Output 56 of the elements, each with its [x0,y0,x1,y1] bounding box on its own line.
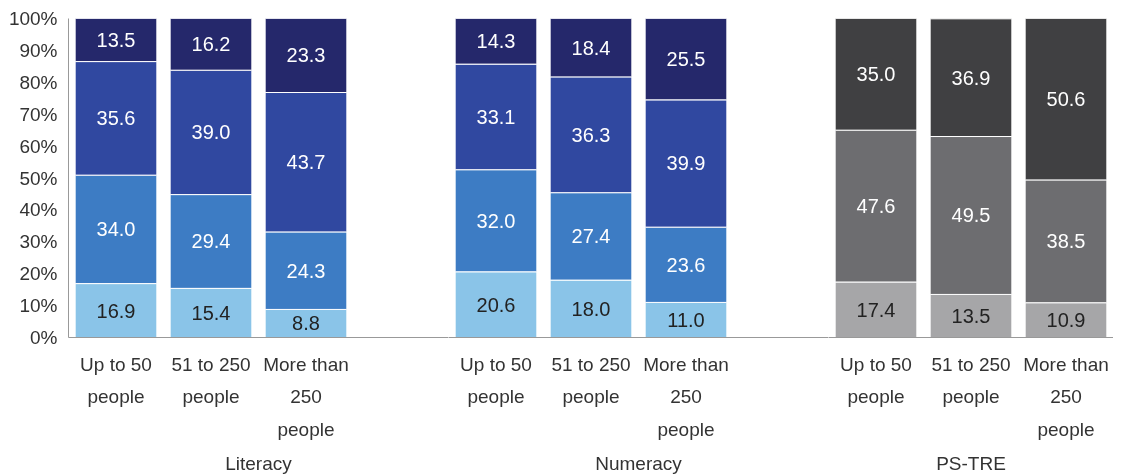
data-label: 35.6 [96,107,136,130]
y-tick-label: 60% [19,135,58,157]
data-label: 25.5 [666,48,706,71]
x-tick-label: Up to 50 people [840,353,912,408]
data-label: 18.4 [571,36,611,59]
data-label: 49.5 [951,204,991,227]
data-label: 17.4 [856,298,896,321]
y-tick-label: 50% [19,167,58,189]
data-label: 24.3 [286,259,326,282]
data-label: 20.6 [476,293,516,316]
data-label: 34.0 [96,218,136,241]
data-label: 43.7 [286,151,326,174]
y-tick-label: 30% [19,231,58,253]
y-tick-label: 40% [19,199,58,221]
data-label: 18.0 [571,297,611,320]
x-tick-label: Up to 50 people [80,353,152,408]
y-tick-label: 100% [8,8,58,29]
data-label: 32.0 [476,209,516,232]
data-label: 29.4 [191,230,231,253]
x-axis-title: Literacy [225,452,293,474]
y-tick-label: 0% [30,327,58,348]
x-tick-label: More than 250 people [643,353,729,440]
data-label: 33.1 [476,105,516,128]
x-tick-label: 51 to 250 people [931,353,1011,408]
data-label: 13.5 [96,29,136,52]
data-label: 23.6 [666,253,706,276]
x-tick-label: 51 to 250 people [171,353,251,408]
y-tick-label: 70% [19,103,58,125]
x-tick-label: Up to 50 people [460,353,532,408]
data-label: 38.5 [1046,230,1086,253]
x-axis-title: PS-TRE [936,452,1006,474]
x-tick-label: 51 to 250 people [551,353,631,408]
x-axis-title: Numeracy [595,452,683,474]
data-label: 27.4 [571,225,611,248]
data-label: 36.3 [571,123,611,146]
data-label: 13.5 [951,304,991,327]
y-tick-label: 20% [19,263,58,285]
data-label: 35.0 [856,63,896,86]
data-label: 39.9 [666,152,706,175]
y-tick-label: 90% [19,39,58,61]
data-label: 47.6 [856,195,896,218]
data-label: 14.3 [476,30,516,53]
y-tick-label: 10% [19,295,58,317]
x-tick-label: More than 250 people [1023,353,1109,440]
y-tick-label: 80% [19,71,58,93]
data-label: 16.9 [96,299,136,322]
data-label: 39.0 [191,121,231,144]
data-label: 15.4 [191,301,231,324]
data-label: 10.9 [1046,309,1086,332]
data-label: 8.8 [292,312,320,335]
data-label: 50.6 [1046,88,1086,111]
data-label: 36.9 [951,66,991,89]
x-tick-label: More than 250 people [263,353,349,440]
data-label: 23.3 [286,44,326,67]
data-label: 11.0 [667,308,705,331]
data-label: 16.2 [191,33,231,56]
